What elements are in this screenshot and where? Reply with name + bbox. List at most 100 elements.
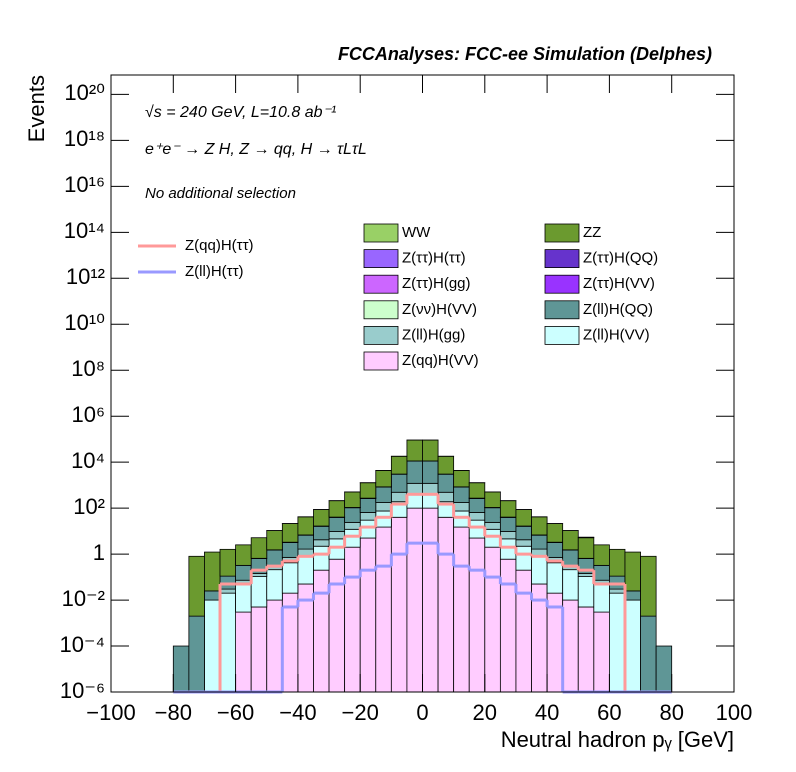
x-tick-label: 40 bbox=[535, 700, 559, 725]
x-tick-label: 60 bbox=[597, 700, 621, 725]
histogram-bar bbox=[531, 516, 548, 536]
histogram-bar bbox=[577, 572, 595, 577]
histogram-bar bbox=[313, 569, 330, 693]
histogram-bar bbox=[437, 491, 455, 503]
legend-label: ZZ bbox=[583, 224, 601, 241]
histogram-bar bbox=[562, 599, 579, 693]
histogram-bar bbox=[422, 460, 439, 484]
x-axis-label: Neutral hadron pᵧ [GeV] bbox=[501, 727, 734, 752]
histogram-bar bbox=[328, 516, 346, 532]
histogram-bar bbox=[359, 498, 377, 513]
histogram-bar bbox=[515, 569, 532, 693]
histogram-bar bbox=[375, 526, 392, 693]
y-tick-label: 10⁴ bbox=[71, 448, 105, 473]
histogram-bar bbox=[655, 645, 673, 693]
histogram-bar bbox=[531, 555, 548, 585]
histogram-bar bbox=[437, 516, 455, 693]
histogram-bar bbox=[406, 482, 423, 495]
histogram-bar bbox=[499, 531, 517, 540]
legend-label: Z(ττ)H(QQ) bbox=[583, 250, 658, 267]
histogram-bar bbox=[344, 521, 361, 530]
y-tick-label: 10² bbox=[73, 494, 105, 519]
y-tick-label: 1 bbox=[93, 540, 105, 565]
y-tick-label: 10¹⁰ bbox=[64, 310, 105, 335]
histogram-bar bbox=[297, 534, 314, 550]
histogram-bar bbox=[468, 537, 486, 693]
y-tick-label: 10⁻² bbox=[62, 586, 105, 611]
histogram-bar bbox=[390, 455, 408, 475]
histogram-bar bbox=[188, 615, 205, 693]
legend-swatch bbox=[544, 249, 580, 269]
histogram-bar bbox=[406, 439, 423, 462]
histogram-bar bbox=[281, 523, 299, 543]
legend-label: Z(ll)H(QQ) bbox=[583, 301, 653, 318]
histogram-bar bbox=[562, 569, 579, 601]
histogram-bar bbox=[468, 482, 486, 499]
histogram-bar bbox=[235, 611, 252, 693]
histogram-bar bbox=[359, 519, 377, 539]
histogram-bar bbox=[484, 521, 501, 530]
histogram-bar bbox=[188, 555, 205, 617]
legend-label: Z(qq)H(VV) bbox=[402, 352, 479, 369]
histogram-bar bbox=[375, 510, 392, 528]
histogram-bar bbox=[250, 572, 268, 577]
histogram-bar bbox=[375, 502, 392, 512]
histogram-bar bbox=[406, 493, 423, 509]
histogram-bar bbox=[390, 491, 408, 503]
histogram-bar bbox=[359, 537, 377, 693]
histogram-bar bbox=[250, 576, 268, 608]
legend-swatch bbox=[363, 249, 399, 269]
legend-swatch bbox=[363, 325, 399, 345]
histogram-bar bbox=[313, 545, 330, 571]
histogram-bar bbox=[406, 507, 423, 693]
histogram-bar bbox=[609, 548, 626, 577]
histogram-bar bbox=[437, 455, 455, 475]
histogram-bar bbox=[593, 544, 610, 566]
legend-swatch bbox=[363, 274, 399, 294]
histogram-bar bbox=[468, 519, 486, 539]
annotation: √s = 240 GeV, L=10.8 ab⁻¹ bbox=[145, 104, 336, 121]
histogram-bar bbox=[313, 539, 330, 547]
histogram-bar bbox=[266, 549, 283, 567]
legend-label: Z(ll)H(gg) bbox=[402, 326, 465, 343]
legend-label: Z(ττ)H(VV) bbox=[583, 275, 655, 292]
histogram-bar bbox=[468, 498, 486, 513]
y-tick-label: 10⁶ bbox=[71, 402, 105, 427]
y-tick-label: 10⁻⁶ bbox=[60, 678, 105, 703]
histogram-bar bbox=[204, 599, 221, 693]
legend-swatch bbox=[544, 223, 580, 243]
histogram-bar bbox=[344, 546, 361, 693]
histogram-bar bbox=[219, 592, 236, 693]
histogram-bar bbox=[515, 525, 532, 541]
histogram-bar bbox=[562, 549, 579, 567]
histogram-bar bbox=[531, 548, 548, 557]
histogram-bar bbox=[593, 564, 610, 581]
legend-swatch bbox=[544, 274, 580, 294]
histogram-bar bbox=[609, 592, 626, 693]
histogram-bar bbox=[422, 507, 439, 693]
histogram-bar bbox=[422, 482, 439, 495]
legend-label: WW bbox=[402, 224, 431, 241]
histogram-bar bbox=[266, 569, 283, 601]
histogram-bar bbox=[359, 482, 377, 499]
histogram-bar bbox=[484, 507, 501, 523]
y-tick-label: 10¹⁸ bbox=[64, 126, 105, 151]
histogram-bar bbox=[531, 534, 548, 550]
histogram-bar bbox=[344, 507, 361, 523]
legend-label: Z(ττ)H(gg) bbox=[402, 275, 471, 292]
histogram-bar bbox=[172, 645, 190, 693]
histogram-bar bbox=[281, 542, 299, 558]
histogram-bar bbox=[577, 536, 595, 539]
histogram-bar bbox=[297, 555, 314, 585]
y-tick-label: 10¹² bbox=[66, 264, 105, 289]
histogram-bar bbox=[235, 544, 252, 566]
legend-swatch bbox=[363, 223, 399, 243]
histogram-bar bbox=[328, 500, 346, 518]
plot-area bbox=[172, 439, 673, 694]
histogram-bar bbox=[422, 493, 439, 509]
legend-label: Z(ll)H(ττ) bbox=[185, 263, 244, 280]
histogram-bar bbox=[344, 491, 361, 508]
x-tick-label: −80 bbox=[155, 700, 192, 725]
histogram-bar bbox=[266, 530, 283, 551]
